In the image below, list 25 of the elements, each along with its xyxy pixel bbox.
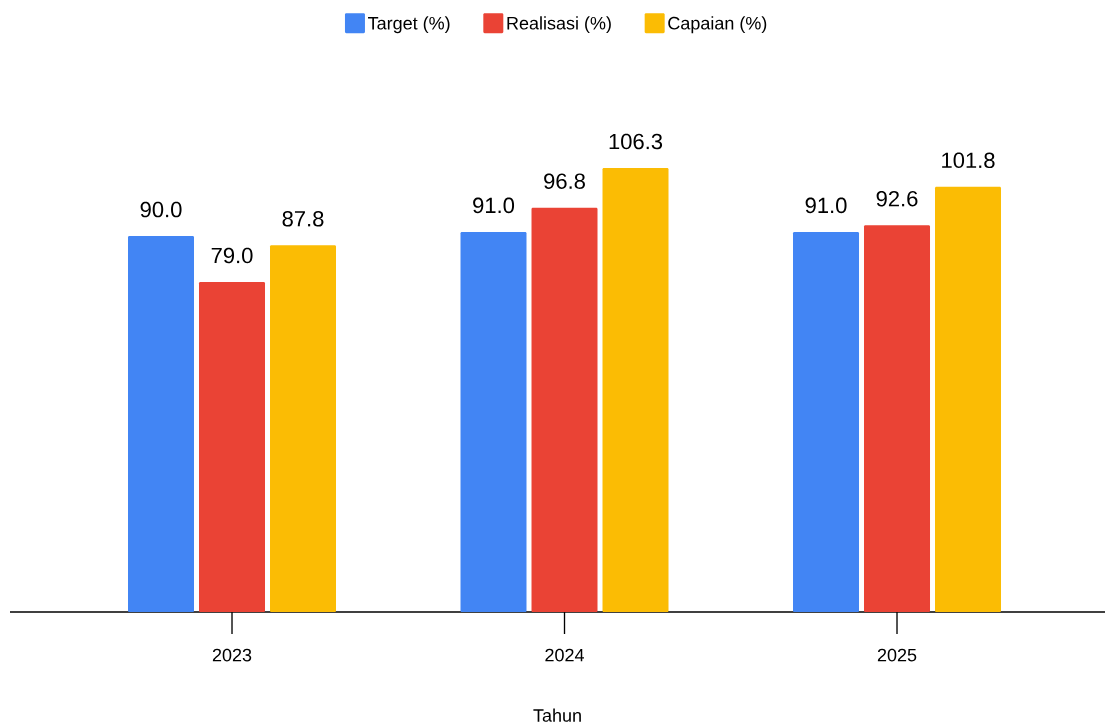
data-label: 87.8 [282,210,324,227]
bar [270,245,337,612]
bar [864,225,931,612]
data-label: 92.6 [876,190,918,207]
x-tick-label: 2023 [212,648,252,662]
data-label: 106.3 [609,133,663,150]
legend-label: Realisasi (%) [507,16,611,34]
bar [460,231,527,612]
data-label: 90.0 [140,201,182,218]
x-tick-label: 2025 [877,648,917,662]
bar [199,282,266,612]
x-tick-label: 2024 [545,648,584,662]
data-label: 79.0 [211,247,253,264]
data-label: 96.8 [544,173,585,189]
legend-label: Target (%) [368,16,450,34]
bar [531,207,598,612]
legend-label: Capaian (%) [668,16,767,34]
data-label: 91.0 [805,197,847,214]
bar [602,168,669,612]
bar [793,231,860,612]
data-label: 91.0 [473,197,515,214]
data-label: 101.8 [942,152,995,169]
bar [128,236,195,612]
x-axis-title: Tahun [533,708,581,722]
bar [935,186,1002,612]
